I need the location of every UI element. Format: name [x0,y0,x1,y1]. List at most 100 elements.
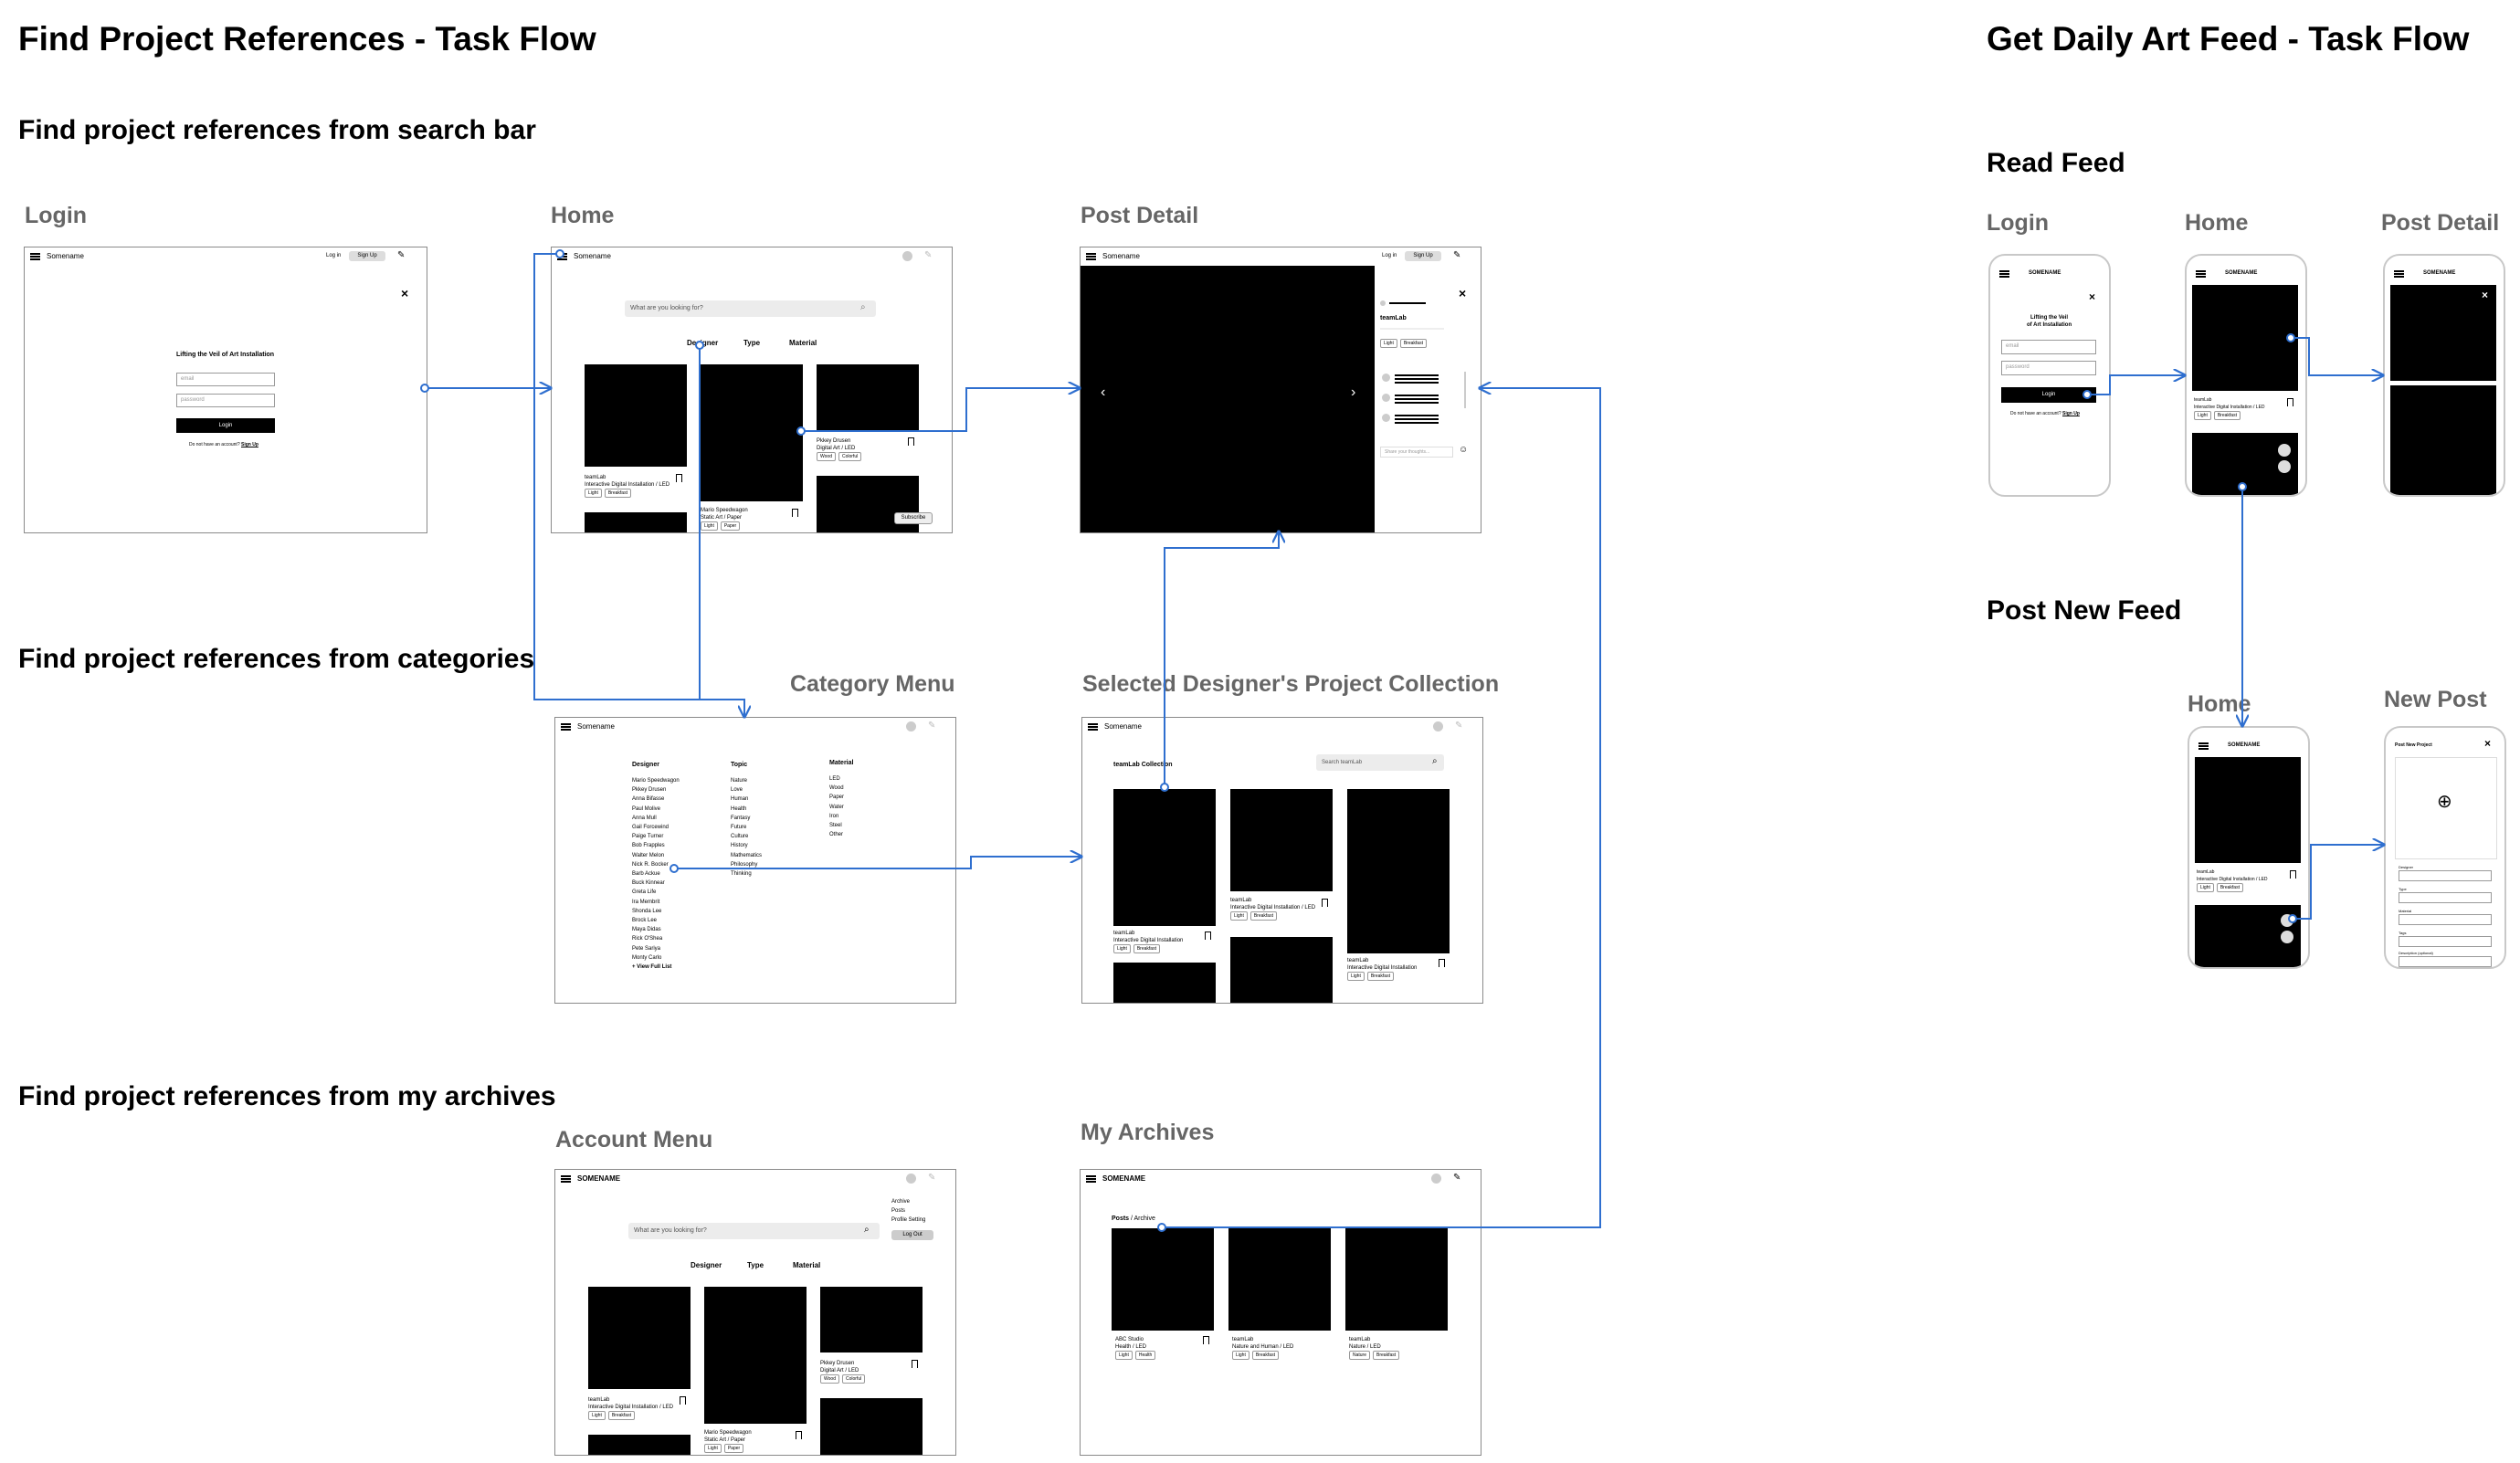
feed-image[interactable] [2195,757,2301,863]
tab-designer[interactable]: Designer [687,339,719,347]
bookmark-icon[interactable] [2290,870,2296,879]
material-item[interactable]: Wood [829,785,844,792]
login-link[interactable]: Log in [1382,253,1397,258]
material-field[interactable] [2399,914,2492,925]
designer-item[interactable]: Nick R. Bocker [632,861,669,868]
archive-image[interactable] [1112,1228,1214,1331]
menu-icon[interactable] [2394,270,2404,278]
designer-item[interactable]: Pkkey Drusen [632,787,667,794]
prev-arrow-icon[interactable]: ‹ [1101,384,1106,400]
post-image[interactable] [1113,963,1216,1003]
post-image[interactable] [820,1287,923,1352]
menu-icon[interactable] [1086,1175,1096,1183]
post-image[interactable] [817,364,919,430]
designer-item[interactable]: Buck Kinnear [632,880,665,887]
topic-item[interactable]: Mathematics [731,852,763,858]
close-icon[interactable]: × [1459,286,1467,300]
collection-search-input[interactable]: Search teamLab [1316,754,1444,771]
menu-icon[interactable] [2196,270,2206,278]
menu-icon[interactable] [1999,270,2009,278]
menu-icon[interactable] [561,1175,571,1183]
tab-posts[interactable]: Posts [1112,1216,1130,1222]
bookmark-icon[interactable] [792,509,798,517]
material-item[interactable]: Steel [829,823,842,829]
pencil-icon[interactable]: ✎ [928,1173,936,1183]
bookmark-icon[interactable] [912,1360,918,1368]
designer-item[interactable]: Rick O'Shea [632,936,663,942]
menu-icon[interactable] [561,723,571,731]
search-fab-icon[interactable] [2281,931,2293,943]
tags-field[interactable] [2399,936,2492,947]
email-field[interactable]: email [176,373,275,386]
type-field[interactable] [2399,892,2492,903]
designer-item[interactable]: Paige Turner [632,834,664,840]
designer-item[interactable]: Monty Carlo [632,954,662,961]
compose-icon[interactable] [2281,914,2293,927]
search-icon[interactable]: ⌕ [860,302,866,312]
designer-item[interactable]: Paul Molive [632,805,661,812]
author-avatar[interactable] [1380,300,1386,306]
login-link[interactable]: Log in [326,253,342,258]
designer-item[interactable]: Shonda Lee [632,908,662,914]
post-image[interactable] [1230,937,1333,1003]
tab-archive[interactable]: Archive [1133,1216,1155,1222]
designer-item[interactable]: Barb Ackue [632,871,660,878]
email-field[interactable]: email [2001,340,2096,354]
subscribe-button[interactable]: Subscribe [894,512,933,524]
feed-image[interactable] [2192,285,2298,391]
password-field[interactable]: password [2001,361,2096,375]
close-icon[interactable]: × [2089,290,2096,303]
designer-item[interactable]: Anna Bifasse [632,796,665,803]
pencil-icon[interactable]: ✎ [1453,1173,1461,1183]
bookmark-icon[interactable] [1322,899,1328,907]
designer-item[interactable]: Brock Lee [632,918,658,924]
designer-item[interactable]: Gail Forcewind [632,825,670,831]
bookmark-icon[interactable] [676,474,682,482]
topic-item[interactable]: Thinking [731,871,752,878]
account-item-archive[interactable]: Archive [891,1199,911,1205]
pencil-icon[interactable]: ✎ [924,250,933,260]
bookmark-icon[interactable] [1203,1336,1209,1344]
account-item-profile[interactable]: Profile Setting [891,1217,926,1223]
topic-item[interactable]: Future [731,825,747,831]
menu-icon[interactable] [557,253,567,260]
pencil-icon[interactable]: ✎ [928,721,936,731]
avatar[interactable] [1431,1174,1441,1184]
designer-item[interactable]: Mario Speedwagon [632,778,680,784]
designer-item[interactable]: Ira Membrit [632,899,660,905]
menu-icon[interactable] [2198,742,2209,750]
topic-item[interactable]: Human [731,796,749,803]
topic-item[interactable]: Fantasy [731,815,751,821]
archive-image[interactable] [1228,1228,1331,1331]
search-fab-icon[interactable] [2278,460,2291,473]
tab-designer[interactable]: Designer [691,1261,722,1269]
material-item[interactable]: Water [829,804,844,810]
tab-type[interactable]: Type [747,1261,764,1269]
search-icon[interactable]: ⌕ [1432,756,1438,766]
material-item[interactable]: Paper [829,795,845,801]
close-icon[interactable]: × [2482,289,2489,301]
material-item[interactable]: LED [829,776,840,782]
designer-item[interactable]: Walter Melon [632,852,665,858]
material-item[interactable]: Other [829,832,844,838]
post-image[interactable] [820,1398,923,1455]
post-image[interactable] [1113,789,1216,926]
bookmark-icon[interactable] [1205,931,1211,940]
topic-item[interactable]: Health [731,805,747,812]
post-image[interactable] [585,364,687,467]
tab-type[interactable]: Type [743,339,761,347]
add-photo-icon[interactable]: ⊕ [2437,792,2452,812]
menu-icon[interactable] [1088,723,1098,731]
menu-icon[interactable] [30,253,40,260]
bookmark-icon[interactable] [2287,398,2293,406]
upload-area[interactable] [2395,757,2497,859]
designer-field[interactable] [2399,870,2492,881]
pencil-icon[interactable]: ✎ [1455,721,1463,731]
post-image[interactable] [704,1287,807,1424]
archive-image[interactable] [1345,1228,1448,1331]
password-field[interactable]: password [176,394,275,407]
search-input[interactable]: What are you looking for? [625,300,876,317]
topic-item[interactable]: Love [731,787,743,794]
bookmark-icon[interactable] [796,1431,802,1439]
signup-button[interactable]: Sign Up [349,251,385,261]
